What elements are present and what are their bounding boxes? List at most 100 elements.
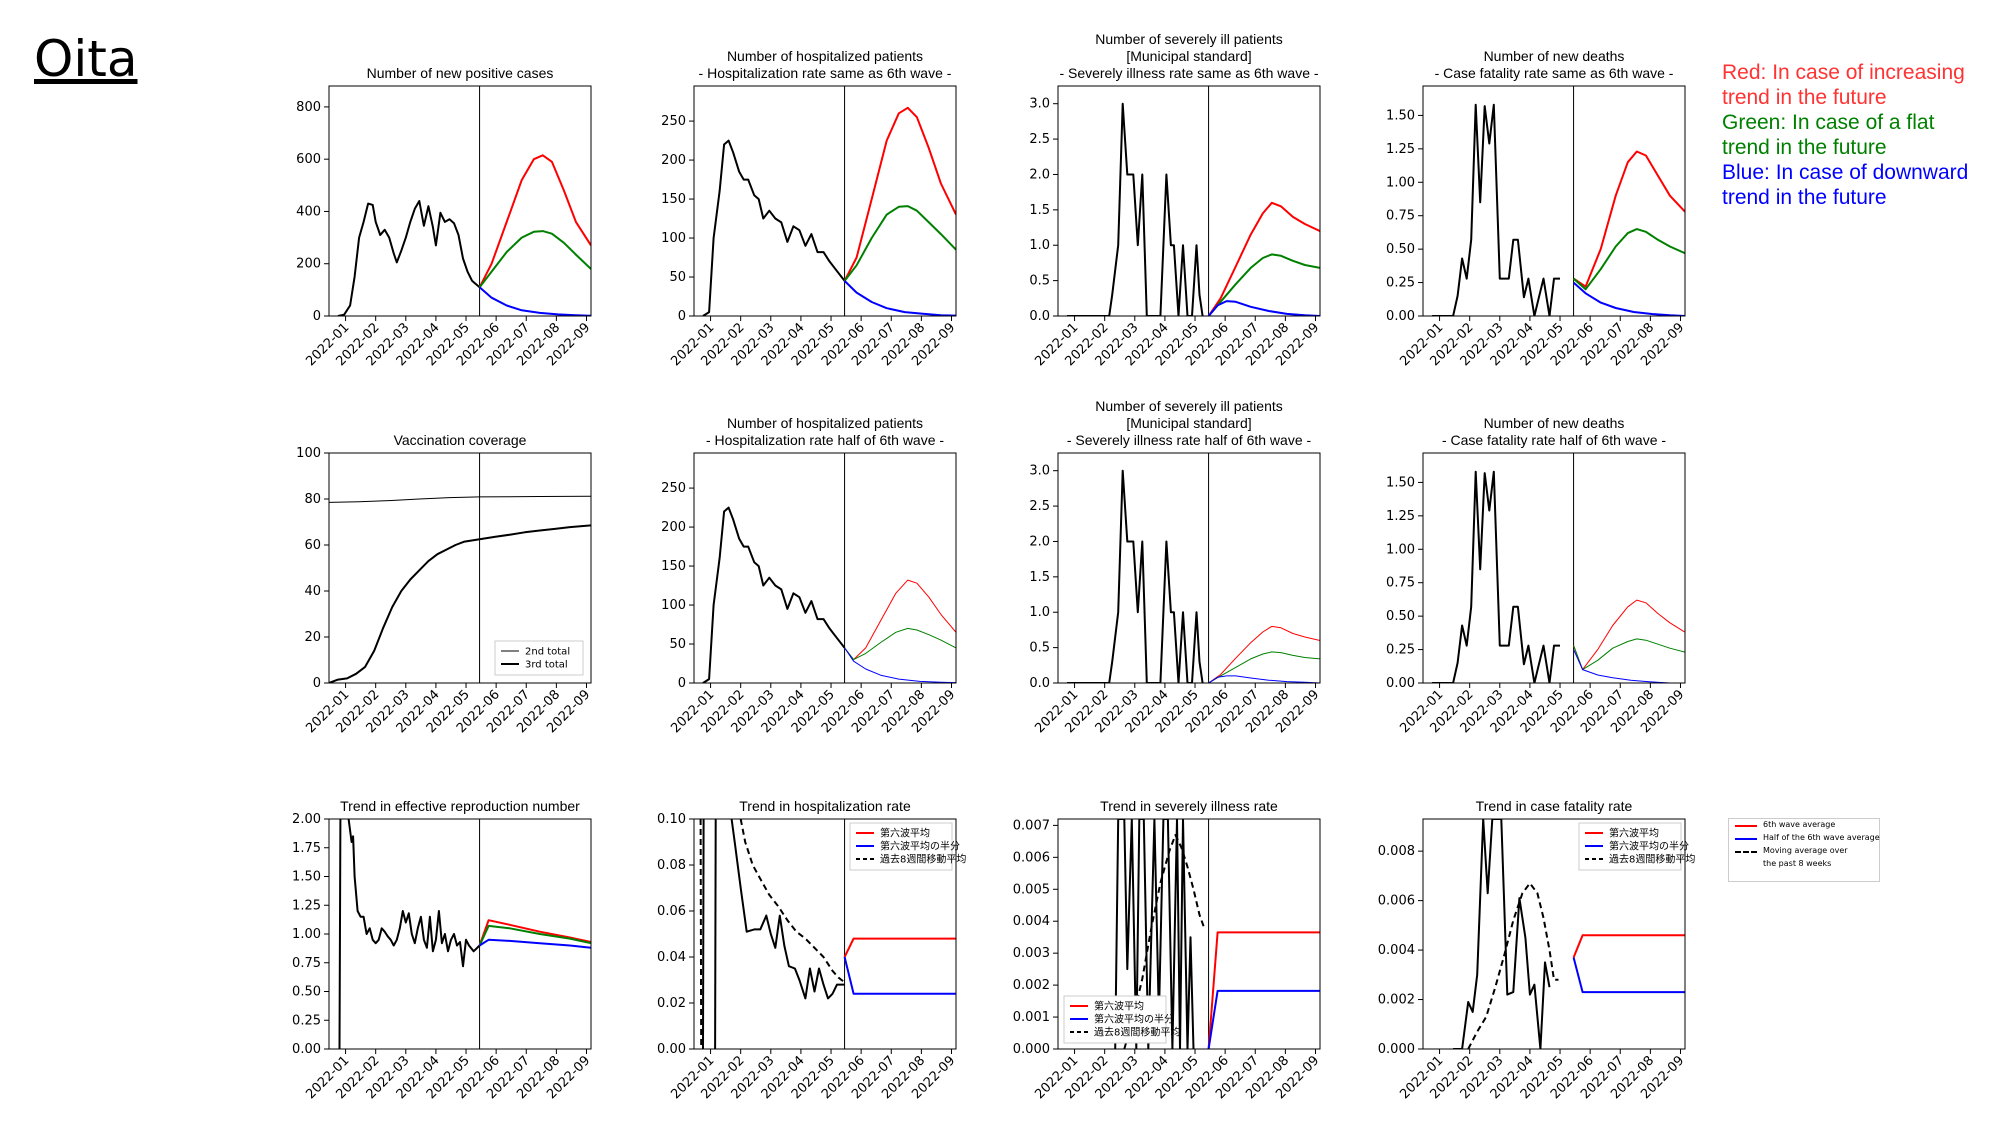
series-line [844,627,956,661]
axes-frame [693,452,957,684]
y-tick-label: 0 [313,309,321,324]
series-line [844,579,956,661]
axes-frame [1422,452,1686,684]
y-tick-label: 0.50 [1386,609,1415,624]
series-line [478,286,591,316]
series-line [1432,470,1560,683]
y-tick-label: 0.008 [1378,844,1415,859]
axes-frame [1057,452,1321,684]
legend-label: 過去8週間移動平均 [1094,1026,1180,1039]
series-group [329,453,591,683]
y-tick-label: 2.5 [1029,499,1050,514]
scenario-legend-line: trend in the future [1722,186,1887,209]
legend-label: 過去8週間移動平均 [880,853,966,866]
chart-title: Trend in hospitalization rate [634,798,1016,815]
series-line [1453,819,1551,1049]
y-tick-label: 150 [661,192,686,207]
legend-swatch [1735,851,1757,853]
series-line [1572,228,1685,291]
series-line [699,819,703,1049]
page-title: Oita [34,30,138,88]
y-tick-label: 1.25 [1386,509,1415,524]
chart-title: Trend in case fatality rate [1363,798,1745,815]
legend-label: Half of the 6th wave average [1763,833,1880,842]
y-tick-label: 40 [304,584,321,599]
chart-plot: 0204060801002022-012022-022022-032022-04… [296,446,593,736]
series-line [338,819,342,1049]
scenario-legend-line: trend in the future [1722,136,1887,159]
chart-plot: 0.000.250.500.751.001.251.501.752.002022… [292,812,593,1102]
series-line [1573,599,1685,671]
y-tick-label: 150 [661,559,686,574]
y-tick-label: 0.006 [1013,850,1050,865]
chart-plot: 0.000.250.500.751.001.251.502022-012022-… [1386,85,1687,369]
y-tick-label: 0.08 [657,858,686,873]
chart-plot: 0.00.51.01.52.02.53.02022-012022-022022-… [1029,85,1322,369]
series-group [699,819,956,1049]
legend-label: Moving average over [1763,846,1848,855]
chart-title-line: Number of severely ill patients [1095,31,1283,47]
y-tick-label: 0.5 [1029,274,1050,289]
chart-legend: 2nd total 3rd total [494,640,584,676]
y-tick-label: 0 [678,676,686,691]
y-tick-label: 0.00 [1386,309,1415,324]
chart-title-line: Number of new positive cases [366,65,554,81]
y-tick-label: 0.25 [1386,643,1415,658]
series-line [843,106,956,282]
legend-label: 第六波平均の半分 [1609,840,1689,853]
axes-frame [693,85,957,317]
chart-title: Number of severely ill patients [Municipa… [998,398,1380,449]
chart-c13: Number of severely ill patients [Municipa… [1029,31,1322,369]
y-tick-label: 0.75 [1386,209,1415,224]
series-line [1572,281,1685,316]
axes-frame [693,818,957,1050]
y-tick-label: 1.00 [1386,542,1415,557]
series-line [1207,300,1320,316]
y-tick-label: 100 [661,598,686,613]
chart-c12: Number of hospitalized patients - Hospita… [661,48,958,369]
series-line [843,280,956,316]
y-tick-label: 3.0 [1029,97,1050,112]
scenario-legend-line: Red: In case of increasing [1722,61,1965,84]
series-group [337,86,591,316]
y-tick-label: 1.00 [292,927,321,942]
legend-swatch [1735,825,1757,827]
chart-c11: Number of new positive cases 0 200 400 600 80… [296,65,593,369]
chart-title-line: Vaccination coverage [393,432,527,448]
series-line [1207,931,1320,1049]
side-legend-entry: Half of the 6th wave average [1729,832,1880,845]
chart-plot: 0.000.020.040.060.080.102022-012022-0220… [657,812,966,1102]
chart-title: Number of new positive cases [269,65,651,82]
y-tick-label: 60 [304,538,321,553]
y-tick-label: 0.50 [292,985,321,1000]
y-tick-label: 1.00 [1386,175,1415,190]
chart-title: Number of new deaths - Case fatality rate… [1363,415,1745,449]
chart-title-line: Number of new deaths [1483,415,1625,431]
chart-title: Vaccination coverage [269,432,651,449]
series-line [479,938,591,949]
y-tick-label: 0.5 [1029,641,1050,656]
y-tick-label: 0.50 [1386,242,1415,257]
series-line [843,956,956,995]
y-tick-label: 50 [669,270,686,285]
legend-label: the past 8 weeks [1763,859,1832,868]
series-line [1067,102,1204,316]
chart-title-line: Number of hospitalized patients [726,48,924,64]
y-tick-label: 250 [661,481,686,496]
series-group [1114,819,1320,1049]
chart-title-line: Trend in severely illness rate [1100,798,1278,814]
chart-plot: 0.000.250.500.751.001.251.502022-012022-… [1386,452,1687,736]
series-line [730,819,845,1000]
series-line [702,139,846,316]
legend-label: 第六波平均 [1094,1000,1144,1013]
series-group [702,453,956,683]
series-line [1573,150,1685,288]
series-line [1207,989,1320,1049]
y-tick-label: 0.000 [1378,1042,1415,1057]
legend-label: 第六波平均の半分 [1094,1013,1174,1026]
y-tick-label: 0.006 [1378,894,1415,909]
series-group [1432,453,1685,683]
y-tick-label: 1.50 [1386,108,1415,123]
